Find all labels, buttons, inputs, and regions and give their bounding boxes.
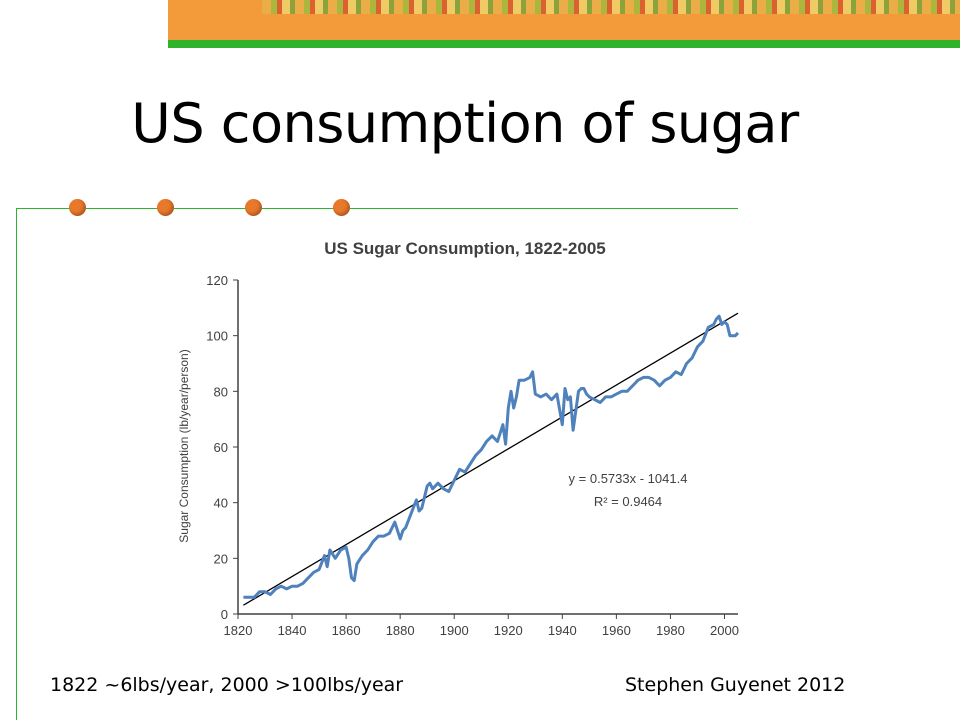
x-tick-label: 1820 <box>224 623 253 638</box>
y-tick-label: 40 <box>214 496 228 511</box>
y-tick-label: 0 <box>221 607 228 622</box>
trendline-equation: y = 0.5733x - 1041.4 <box>569 471 688 486</box>
x-tick-label: 1980 <box>656 623 685 638</box>
x-tick-label: 1940 <box>548 623 577 638</box>
slide-title: US consumption of sugar <box>131 92 799 155</box>
footer-consumption-note: 1822 ~6lbs/year, 2000 >100lbs/year <box>50 674 404 696</box>
y-tick-label: 120 <box>206 273 228 288</box>
bullet-dot <box>245 199 262 216</box>
y-tick-label: 100 <box>206 329 228 344</box>
x-tick-label: 1920 <box>494 623 523 638</box>
y-tick-label: 20 <box>214 551 228 566</box>
y-tick-label: 80 <box>214 384 228 399</box>
x-tick-label: 1860 <box>332 623 361 638</box>
series-line <box>243 314 740 599</box>
y-axis-label: Sugar Consumption (lb/year/person) <box>177 349 191 542</box>
frame-left-line <box>16 208 17 720</box>
r-squared-label: R² = 0.9464 <box>594 494 662 509</box>
x-tick-label: 1960 <box>602 623 631 638</box>
chart-title: US Sugar Consumption, 1822-2005 <box>324 239 606 258</box>
x-tick-label: 1900 <box>440 623 469 638</box>
frame-top-line <box>16 208 738 209</box>
sugar-consumption-chart: US Sugar Consumption, 1822-2005 Sugar Co… <box>177 239 740 638</box>
x-tick-label: 2000 <box>710 623 739 638</box>
banner-green-stripe <box>168 40 960 48</box>
trendline <box>243 312 739 606</box>
x-tick-label: 1880 <box>386 623 415 638</box>
y-tick-label: 60 <box>214 440 228 455</box>
bullet-dot <box>157 199 174 216</box>
bullet-dot <box>69 199 86 216</box>
bullet-dot <box>333 199 350 216</box>
x-tick-label: 1840 <box>278 623 307 638</box>
footer-attribution: Stephen Guyenet 2012 <box>625 674 846 696</box>
banner-pattern <box>262 0 960 14</box>
